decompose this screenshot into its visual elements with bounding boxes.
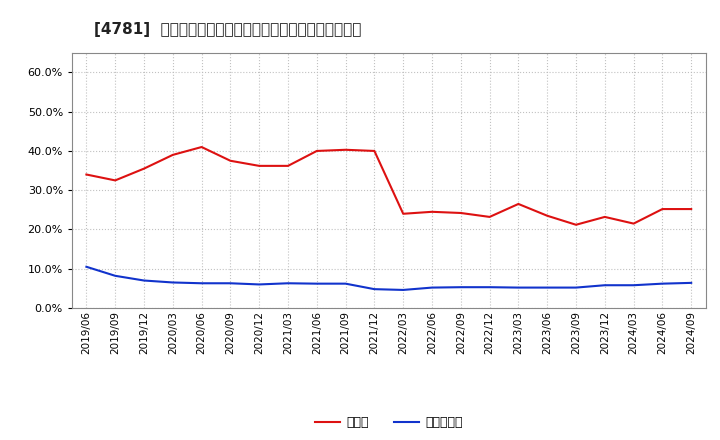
現預金 (572, 222, 580, 227)
現預金 (399, 211, 408, 216)
現預金 (687, 206, 696, 212)
現預金 (111, 178, 120, 183)
現預金 (629, 221, 638, 226)
現預金 (82, 172, 91, 177)
有利子負債 (255, 282, 264, 287)
現預金 (226, 158, 235, 163)
現預金 (341, 147, 350, 152)
Line: 現預金: 現預金 (86, 147, 691, 225)
有利子負債 (572, 285, 580, 290)
有利子負債 (197, 281, 206, 286)
現預金 (543, 213, 552, 218)
現預金 (284, 163, 292, 169)
有利子負債 (399, 287, 408, 293)
有利子負債 (543, 285, 552, 290)
有利子負債 (82, 264, 91, 269)
現預金 (255, 163, 264, 169)
有利子負債 (140, 278, 148, 283)
現預金 (600, 214, 609, 220)
現預金 (168, 152, 177, 158)
有利子負債 (428, 285, 436, 290)
有利子負債 (168, 280, 177, 285)
有利子負債 (456, 285, 465, 290)
現預金 (140, 166, 148, 171)
有利子負債 (658, 281, 667, 286)
現預金 (658, 206, 667, 212)
現預金 (428, 209, 436, 214)
有利子負債 (226, 281, 235, 286)
有利子負債 (629, 282, 638, 288)
有利子負債 (514, 285, 523, 290)
有利子負債 (600, 282, 609, 288)
有利子負債 (370, 286, 379, 292)
Text: [4781]  現預金、有利子負債の総資産に対する比率の推移: [4781] 現預金、有利子負債の総資産に対する比率の推移 (94, 22, 361, 37)
現預金 (197, 144, 206, 150)
Legend: 現預金, 有利子負債: 現預金, 有利子負債 (310, 411, 467, 434)
有利子負債 (341, 281, 350, 286)
現預金 (485, 214, 494, 220)
現預金 (456, 210, 465, 216)
現預金 (312, 148, 321, 154)
有利子負債 (312, 281, 321, 286)
有利子負債 (687, 280, 696, 286)
現預金 (370, 148, 379, 154)
有利子負債 (111, 273, 120, 279)
有利子負債 (284, 281, 292, 286)
Line: 有利子負債: 有利子負債 (86, 267, 691, 290)
有利子負債 (485, 285, 494, 290)
現預金 (514, 202, 523, 207)
